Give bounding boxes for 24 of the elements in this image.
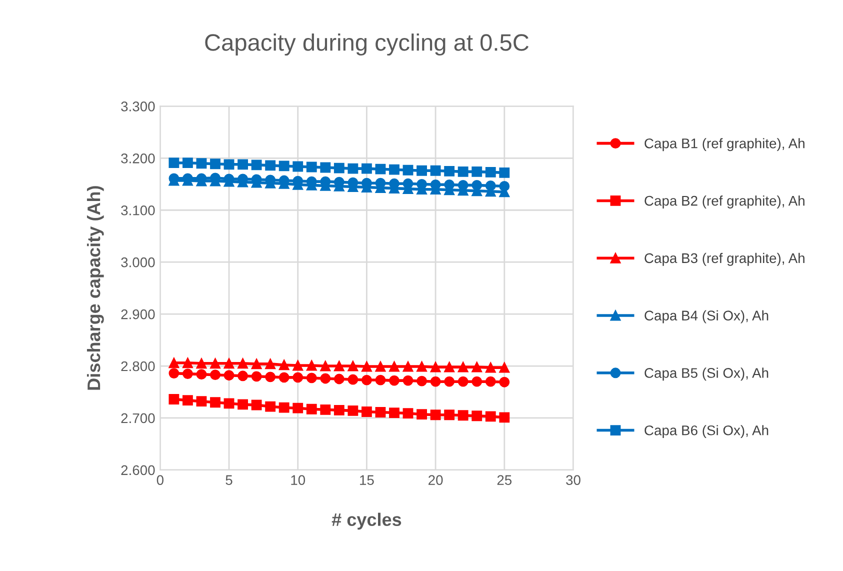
y-tick-label: 2.700 [121,413,155,424]
x-tick-label: 25 [497,475,512,485]
y-tick-label: 3.300 [121,102,155,112]
legend-label: Capa B6 (Si Ox), Ah [644,425,768,438]
y-axis-title: Discharge capacity (Ah) [86,186,104,390]
legend-label: Capa B2 (ref graphite), Ah [644,196,804,208]
y-tick-label: 2.600 [121,465,155,476]
legend-label: Capa B1 (ref graphite), Ah [644,138,804,152]
x-axis-title: # cycles [332,512,402,530]
legend-label: Capa B5 (Si Ox), Ah [644,368,768,381]
y-tick-label: 3.000 [121,257,155,268]
x-tick-label: 0 [156,475,164,485]
legend-label: Capa B4 (Si Ox), Ah [644,310,768,324]
y-tick-label: 3.200 [121,154,155,164]
x-tick-label: 20 [428,475,443,485]
x-tick-label: 30 [566,475,580,485]
legend-label: Capa B3 (ref graphite), Ah [644,252,804,266]
x-tick-label: 10 [291,475,306,485]
y-tick-label: 2.800 [121,361,155,372]
x-tick-label: 15 [360,475,374,485]
y-tick-label: 3.100 [121,205,155,216]
x-tick-label: 5 [226,475,232,485]
chart-title: Capacity during cycling at 0.5C [205,34,529,56]
y-tick-label: 2.900 [121,309,155,320]
